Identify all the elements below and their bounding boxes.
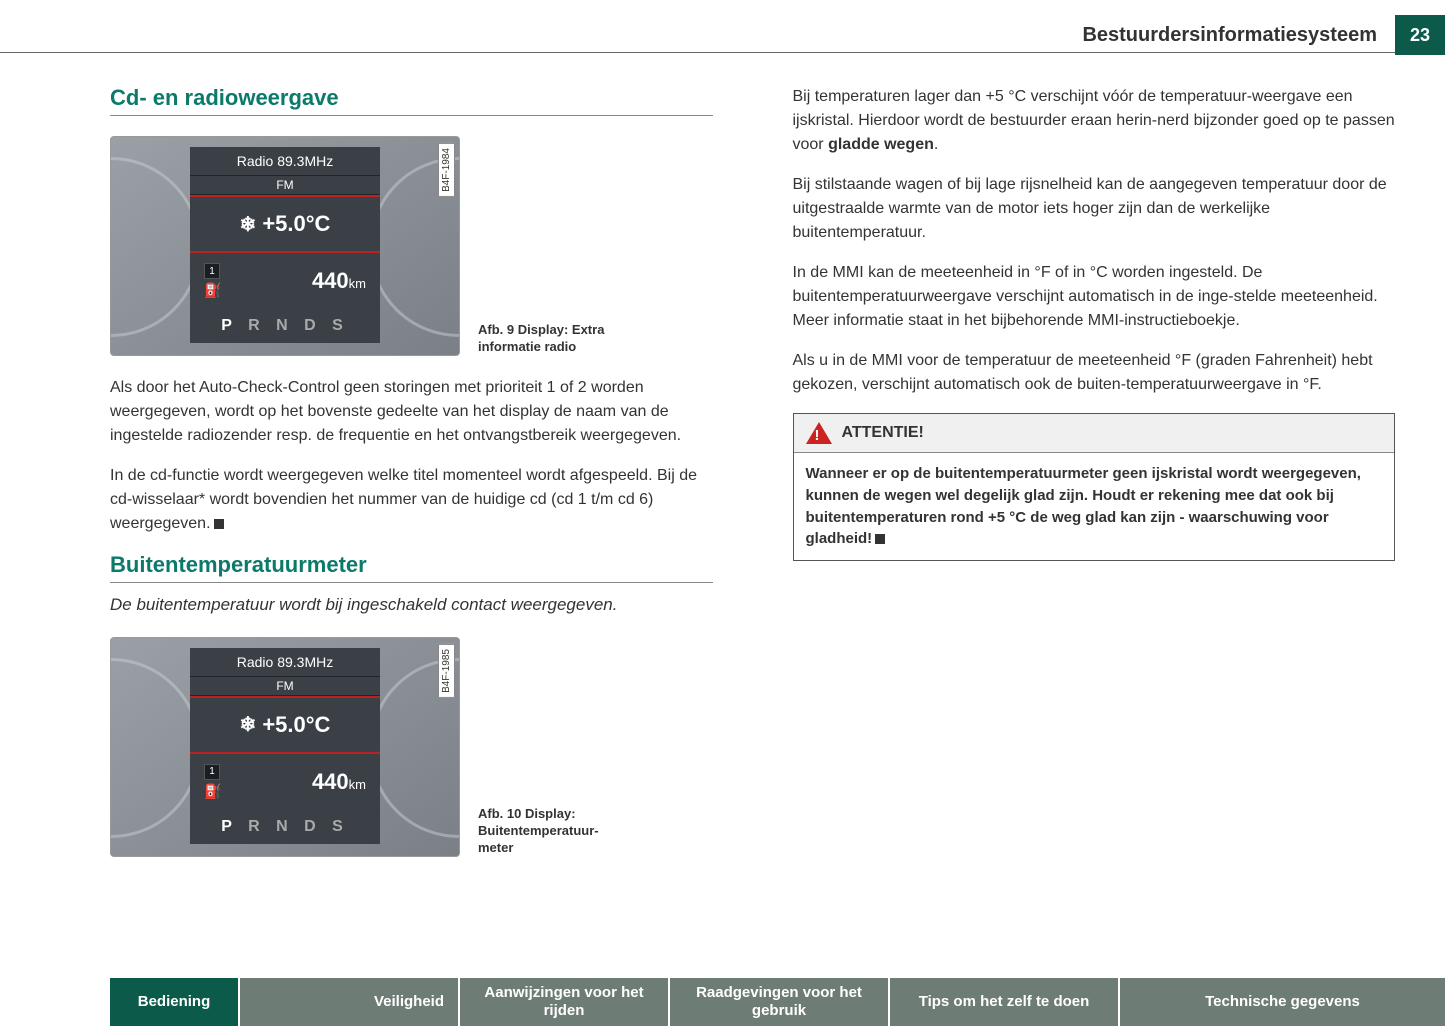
right-column: Bij temperaturen lager dan +5 °C verschi…: [793, 85, 1396, 877]
odometer-value: 440km: [312, 769, 366, 795]
paragraph-temp-4: Als u in de MMI voor de temperatuur de m…: [793, 349, 1396, 397]
fuel-icon: ⛽: [204, 282, 221, 299]
section-subtitle-temperature: De buitentemperatuur wordt bij ingeschak…: [110, 593, 713, 617]
paragraph-temp-2: Bij stilstaande wagen of bij lage rijsne…: [793, 173, 1396, 245]
content-area: Cd- en radioweergave Radio 89.3MHz FM ❄ …: [110, 85, 1395, 877]
paragraph-temp-3: In de MMI kan de meeteenheid in °F of in…: [793, 261, 1396, 333]
footer-tab-tips[interactable]: Tips om het zelf te doen: [890, 978, 1120, 1026]
end-mark-icon: [214, 519, 224, 529]
display-band: FM: [190, 677, 380, 696]
gear-rest: R N D S: [248, 317, 349, 334]
figure-10-display: Radio 89.3MHz FM ❄ +5.0°C 1 ⛽: [110, 637, 460, 857]
gear-p: P: [221, 818, 237, 835]
temp-value: +5.0°C: [262, 712, 330, 738]
footer-spacer: [0, 978, 110, 1026]
footer-tab-raadgevingen[interactable]: Raadgevingen voor het gebruik: [670, 978, 890, 1026]
figure-code-label: B4F-1984: [438, 143, 455, 197]
display-odometer-row: 1 ⛽ 440km: [190, 253, 380, 309]
display-temperature: ❄ +5.0°C: [190, 197, 380, 251]
end-mark-icon: [875, 534, 885, 544]
warning-box: ATTENTIE! Wanneer er op de buitentempera…: [793, 413, 1396, 561]
page-header: Bestuurdersinformatiesysteem 23: [1082, 15, 1445, 55]
warning-title: ATTENTIE!: [842, 424, 924, 442]
figure-9-display: Radio 89.3MHz FM ❄ +5.0°C 1 ⛽: [110, 136, 460, 356]
figure-10-wrap: Radio 89.3MHz FM ❄ +5.0°C 1 ⛽: [110, 637, 713, 857]
page-header-title: Bestuurdersinformatiesysteem: [1082, 24, 1377, 47]
fuel-icon: ⛽: [204, 783, 221, 800]
display-center-panel: Radio 89.3MHz FM ❄ +5.0°C 1 ⛽: [190, 147, 380, 343]
display-band: FM: [190, 176, 380, 195]
temp-value: +5.0°C: [262, 211, 330, 237]
section-title-cd-radio: Cd- en radioweergave: [110, 85, 713, 116]
warning-icon: [806, 422, 832, 444]
header-rule: [0, 52, 1395, 53]
footer-tab-bediening[interactable]: Bediening: [110, 978, 240, 1026]
snowflake-icon: ❄: [240, 212, 257, 237]
left-column: Cd- en radioweergave Radio 89.3MHz FM ❄ …: [110, 85, 713, 877]
warning-body: Wanneer er op de buitentemperatuurmeter …: [794, 453, 1395, 560]
display-radio-freq: Radio 89.3MHz: [190, 147, 380, 176]
gear-indicator-small: 1: [204, 764, 220, 780]
paragraph-radio-1: Als door het Auto-Check-Control geen sto…: [110, 376, 713, 448]
gear-p: P: [221, 317, 237, 334]
display-radio-freq: Radio 89.3MHz: [190, 648, 380, 677]
page-number: 23: [1395, 15, 1445, 55]
figure-9-caption: Afb. 9 Display: Extra informatie radio: [478, 322, 628, 356]
display-center-panel: Radio 89.3MHz FM ❄ +5.0°C 1 ⛽: [190, 648, 380, 844]
display-temperature: ❄ +5.0°C: [190, 698, 380, 752]
gauge-left-icon: [110, 658, 201, 838]
footer-nav: Bediening Veiligheid Aanwijzingen voor h…: [0, 978, 1445, 1026]
odometer-value: 440km: [312, 268, 366, 294]
gear-indicator-small: 1: [204, 263, 220, 279]
display-gear-selector: P R N D S: [190, 810, 380, 844]
snowflake-icon: ❄: [240, 712, 257, 737]
display-gear-selector: P R N D S: [190, 309, 380, 343]
warning-header: ATTENTIE!: [794, 414, 1395, 453]
footer-tab-technische[interactable]: Technische gegevens: [1120, 978, 1445, 1026]
paragraph-temp-1: Bij temperaturen lager dan +5 °C verschi…: [793, 85, 1396, 157]
figure-code-label: B4F-1985: [438, 644, 455, 698]
footer-tab-veiligheid[interactable]: Veiligheid: [240, 978, 460, 1026]
figure-9-wrap: Radio 89.3MHz FM ❄ +5.0°C 1 ⛽: [110, 136, 713, 356]
gear-rest: R N D S: [248, 818, 349, 835]
figure-10-caption: Afb. 10 Display: Buitentemperatuur-meter: [478, 806, 628, 857]
gauge-left-icon: [110, 157, 201, 337]
footer-tab-aanwijzingen[interactable]: Aanwijzingen voor het rijden: [460, 978, 670, 1026]
paragraph-radio-2: In de cd-functie wordt weergegeven welke…: [110, 464, 713, 536]
display-odometer-row: 1 ⛽ 440km: [190, 754, 380, 810]
section-title-temperature: Buitentemperatuurmeter: [110, 552, 713, 583]
